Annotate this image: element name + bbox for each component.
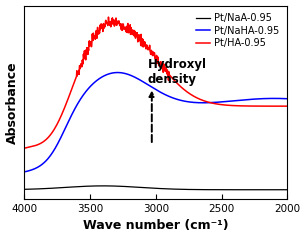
Pt/HA-0.95	[22, 147, 26, 150]
Pt/HA-0.95	[39, 142, 42, 145]
Pt/NaHA-0.95	[182, 100, 186, 103]
Text: Hydroxyl
density: Hydroxyl density	[148, 58, 207, 86]
Pt/NaA-0.95	[285, 188, 289, 191]
Line: Pt/HA-0.95: Pt/HA-0.95	[24, 17, 287, 148]
Pt/NaHA-0.95	[176, 98, 179, 101]
Pt/HA-0.95	[190, 94, 194, 97]
Pt/HA-0.95	[249, 105, 253, 108]
Pt/HA-0.95	[182, 88, 186, 91]
Pt/NaHA-0.95	[190, 101, 194, 104]
Pt/NaA-0.95	[39, 187, 42, 190]
Pt/NaA-0.95	[176, 188, 179, 191]
Pt/HA-0.95	[285, 105, 289, 108]
Legend: Pt/NaA-0.95, Pt/NaHA-0.95, Pt/HA-0.95: Pt/NaA-0.95, Pt/NaHA-0.95, Pt/HA-0.95	[193, 10, 282, 51]
Pt/HA-0.95	[222, 104, 226, 106]
Pt/NaHA-0.95	[285, 97, 289, 100]
Pt/NaA-0.95	[182, 188, 186, 191]
Y-axis label: Absorbance: Absorbance	[6, 61, 19, 144]
Pt/NaHA-0.95	[39, 164, 42, 167]
Pt/NaA-0.95	[190, 188, 194, 191]
Pt/NaHA-0.95	[222, 100, 226, 103]
Pt/HA-0.95	[176, 82, 179, 85]
Pt/NaHA-0.95	[22, 170, 26, 173]
Pt/NaA-0.95	[249, 188, 253, 191]
Pt/NaHA-0.95	[249, 98, 253, 101]
Pt/NaA-0.95	[101, 184, 105, 187]
Pt/NaA-0.95	[222, 188, 226, 191]
Pt/HA-0.95	[106, 16, 110, 19]
Pt/NaHA-0.95	[116, 71, 120, 74]
Line: Pt/NaA-0.95: Pt/NaA-0.95	[24, 186, 287, 190]
Line: Pt/NaHA-0.95: Pt/NaHA-0.95	[24, 73, 287, 172]
Pt/NaA-0.95	[22, 188, 26, 191]
X-axis label: Wave number (cm⁻¹): Wave number (cm⁻¹)	[83, 219, 229, 233]
